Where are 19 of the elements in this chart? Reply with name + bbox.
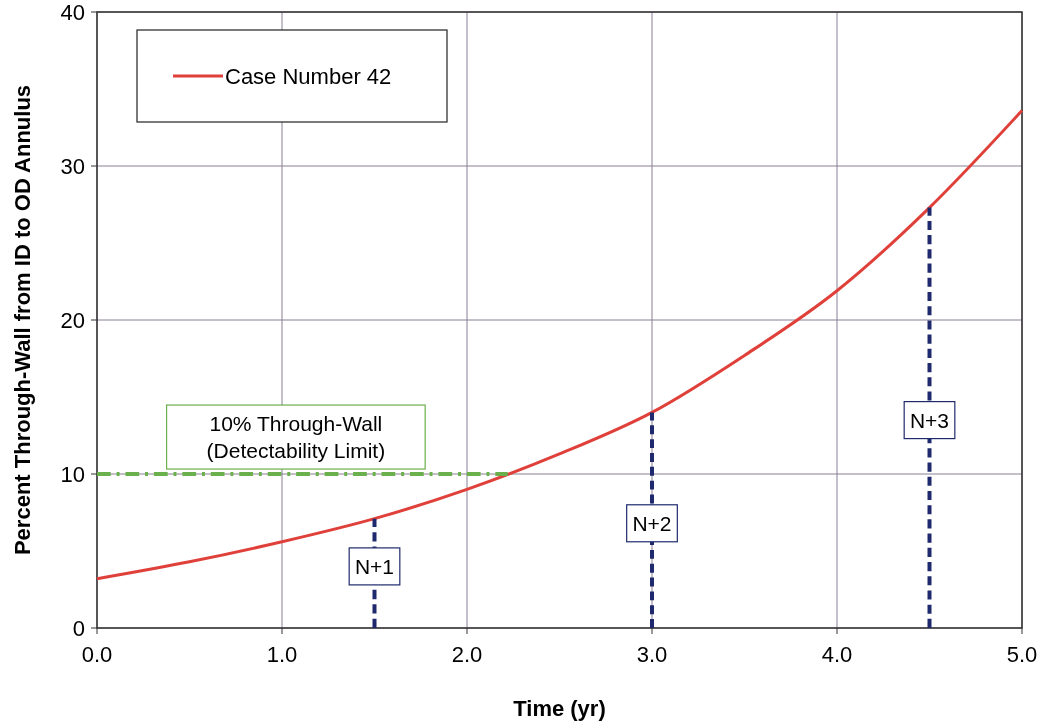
annotation: N+2 — [632, 511, 672, 535]
y-tick-label: 40 — [60, 0, 85, 25]
x-tick-label: 1.0 — [266, 642, 298, 667]
line-series — [95, 109, 1024, 581]
x-tick-label: 2.0 — [451, 642, 483, 667]
x-tick-label: 0.0 — [81, 642, 113, 667]
y-tick-label: 0 — [72, 616, 85, 641]
y-axis-title: Percent Through-Wall from ID to OD Annulus — [10, 84, 35, 556]
annotation: N+1 — [354, 554, 395, 578]
x-tick-label: 3.0 — [636, 642, 668, 667]
legend-label: Case Number 42 — [225, 64, 392, 89]
y-tick-label: 20 — [60, 308, 85, 333]
x-tick-label: 5.0 — [1006, 642, 1038, 667]
x-tick-label: 4.0 — [821, 642, 853, 667]
annotation: 10% Through-Wall (Detectability Limit) — [206, 412, 386, 463]
y-tick-label: 30 — [60, 154, 85, 179]
annotation: N+3 — [909, 408, 950, 432]
x-axis-title: Time (yr) — [513, 696, 606, 721]
y-tick-label: 10 — [60, 462, 85, 487]
